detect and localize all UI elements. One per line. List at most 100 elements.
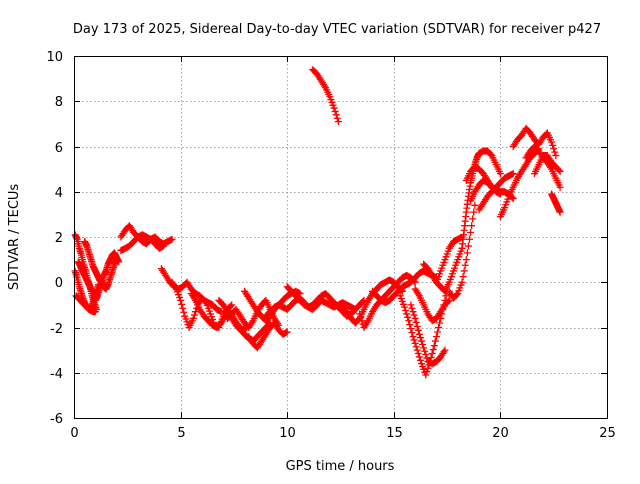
- x-tick-label: 20: [492, 426, 509, 441]
- data-point: [423, 354, 431, 362]
- y-tick-label: 4: [55, 186, 63, 201]
- data-point: [444, 297, 452, 305]
- data-point: [201, 297, 209, 305]
- y-tick-label: 10: [46, 50, 63, 65]
- data-point: [331, 107, 339, 115]
- data-point: [434, 328, 442, 336]
- y-tick-label: 0: [55, 276, 63, 291]
- data-point: [551, 148, 559, 156]
- data-series-arc-08: [117, 231, 168, 255]
- data-point: [468, 222, 476, 230]
- data-point: [496, 170, 504, 178]
- data-point: [471, 201, 479, 209]
- data-point: [412, 318, 420, 326]
- data-series-arc-23: [407, 301, 449, 368]
- data-point: [469, 215, 477, 223]
- data-point: [412, 343, 420, 351]
- data-series-arc-28: [458, 147, 504, 252]
- data-series-arc-36: [548, 190, 564, 216]
- data-point: [458, 278, 466, 286]
- data-series-arc-24: [411, 285, 453, 325]
- data-point: [227, 302, 235, 310]
- data-point: [189, 314, 197, 322]
- data-point: [407, 301, 415, 309]
- data-series-arc-06: [91, 249, 123, 304]
- data-point: [413, 322, 421, 330]
- data-series-arc-31: [475, 170, 517, 214]
- data-point: [357, 313, 365, 321]
- plot-frame: [74, 56, 608, 419]
- data-point: [467, 228, 475, 236]
- y-tick-label: 8: [55, 95, 63, 110]
- data-point: [418, 337, 426, 345]
- data-point: [423, 368, 431, 376]
- data-point: [435, 324, 443, 331]
- data-series-arc-27: [445, 201, 479, 302]
- data-point: [442, 292, 450, 300]
- data-point: [461, 261, 469, 269]
- data-point: [409, 333, 417, 341]
- x-tick-label: 25: [599, 426, 616, 441]
- data-point: [556, 208, 564, 216]
- data-series-arc-33: [509, 124, 560, 160]
- data-point: [91, 308, 99, 316]
- data-point: [178, 300, 186, 308]
- x-tick-label: 0: [70, 426, 78, 441]
- data-point: [180, 308, 188, 316]
- data-point: [402, 307, 410, 315]
- data-point: [408, 329, 416, 337]
- data-point: [420, 344, 428, 352]
- x-axis-label: GPS time / hours: [286, 459, 395, 474]
- axis-ticks: 0 5 10 15 20 25 -6 -4 -2 0 2 4 6 8 10: [46, 50, 615, 441]
- data-point: [407, 325, 415, 333]
- data-point: [414, 350, 422, 358]
- y-tick-label: -2: [50, 322, 63, 337]
- data-point: [283, 328, 291, 336]
- data-point: [411, 339, 419, 347]
- data-point: [408, 304, 416, 312]
- data-series-arc-35: [531, 152, 564, 178]
- data-point: [330, 104, 338, 112]
- data-point: [406, 321, 414, 329]
- data-point: [332, 111, 340, 119]
- x-tick-label: 10: [279, 426, 296, 441]
- data-point: [453, 291, 461, 299]
- data-point: [413, 346, 421, 354]
- data-point: [356, 310, 364, 318]
- data-point: [460, 267, 468, 275]
- data-point: [445, 296, 453, 304]
- data-point: [409, 308, 417, 316]
- data-point: [179, 304, 187, 312]
- data-point: [359, 297, 367, 305]
- data-point: [416, 334, 424, 342]
- data-point: [509, 170, 517, 178]
- data-point: [424, 364, 432, 372]
- data-point: [228, 301, 236, 309]
- data-point: [431, 337, 439, 345]
- y-axis-label: SDTVAR / TECUs: [7, 184, 22, 291]
- data-series-arc-03: [72, 292, 99, 316]
- data-point: [422, 371, 430, 379]
- data-point: [358, 317, 366, 325]
- y-tick-label: -4: [50, 367, 63, 382]
- y-tick-label: 2: [55, 231, 63, 246]
- data-point: [459, 273, 467, 281]
- x-tick-label: 15: [386, 426, 403, 441]
- data-point: [405, 317, 413, 325]
- data-point: [410, 311, 418, 319]
- data-points: [71, 66, 564, 379]
- x-tick-label: 5: [177, 426, 185, 441]
- data-point: [548, 138, 556, 146]
- data-point: [428, 350, 436, 358]
- data-point: [432, 333, 440, 341]
- data-point: [421, 347, 429, 355]
- y-tick-label: 6: [55, 141, 63, 156]
- data-point: [415, 330, 423, 338]
- data-point: [436, 319, 444, 327]
- data-point: [419, 340, 427, 348]
- data-point: [415, 353, 423, 361]
- data-point: [414, 326, 422, 334]
- data-point: [441, 346, 449, 354]
